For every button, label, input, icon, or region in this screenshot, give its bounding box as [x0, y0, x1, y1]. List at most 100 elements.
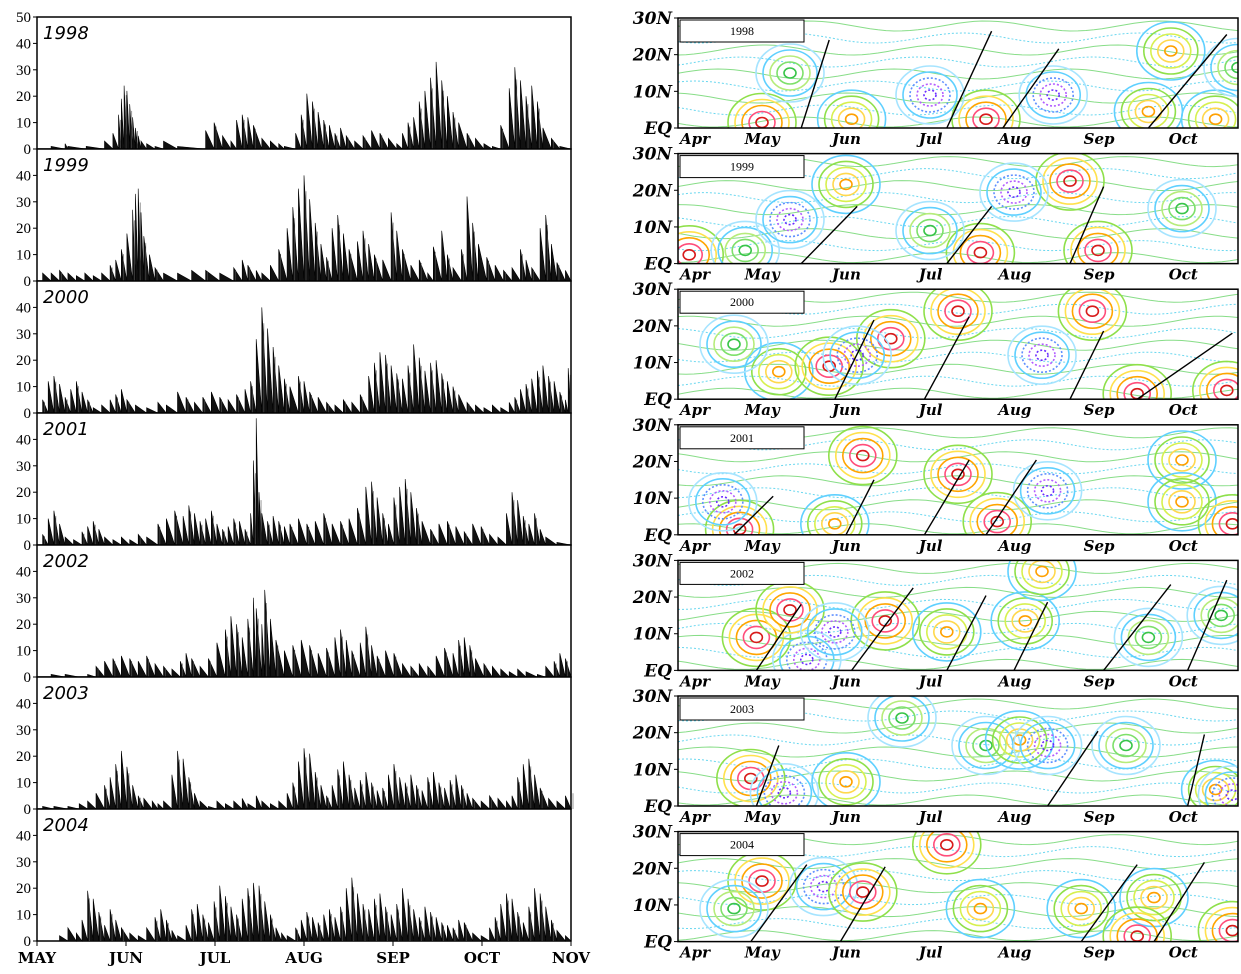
x-tick-label: MAY [18, 949, 56, 967]
y-tick-label: 20 [16, 485, 31, 501]
contour-blob [1161, 442, 1203, 478]
contour-blob [939, 626, 954, 638]
x-tick-label: Sep [1084, 537, 1115, 555]
contour-blob [1201, 107, 1230, 128]
contour-blob [923, 224, 937, 237]
contour-blob [1213, 378, 1238, 400]
contour-blob [1021, 337, 1063, 374]
year-tag: 2000 [730, 295, 754, 309]
contour-blob [1063, 220, 1133, 264]
contour-blob [965, 727, 1007, 764]
contour-blob [973, 246, 988, 259]
y-tick-label: 20 [16, 617, 31, 633]
contour-blob [1225, 924, 1238, 937]
contour-blob [1175, 454, 1189, 466]
contour-blob [1040, 739, 1055, 752]
year-tag-box [679, 697, 805, 721]
contour-blob [1033, 733, 1062, 758]
year-panel-2002: 0 10 20 30 40 2002 [16, 544, 572, 686]
year-tag: 2001 [730, 431, 754, 445]
x-tick-label: OCT [464, 949, 501, 967]
contour-blob [788, 856, 859, 917]
year-panel-2004: 0 10 20 30 40 2004 [16, 808, 572, 950]
contour-blob [695, 477, 751, 526]
y-tick-label: 10N [633, 896, 674, 916]
propagation-line [839, 866, 886, 942]
contour-blob [731, 238, 759, 263]
x-tick-label: Jul [916, 944, 943, 962]
contour-blob [1049, 163, 1091, 199]
y-tick-label: 20 [16, 89, 31, 105]
contour-blob [755, 189, 825, 250]
rain-bars-1999 [37, 175, 572, 283]
contour-blob [713, 890, 755, 927]
x-tick-label: Oct [1169, 672, 1198, 690]
y-tick-label: 20 [16, 221, 31, 237]
contour-blob [945, 222, 1016, 264]
contour-blob [1028, 343, 1056, 368]
x-tick-label: Sep [1084, 130, 1115, 148]
contour-blob [1211, 777, 1238, 806]
contour-blob [944, 462, 972, 487]
panel-frame [677, 695, 1239, 807]
contour-blob [850, 349, 864, 362]
contour-blob [937, 456, 979, 493]
x-tick-label: Oct [1169, 401, 1198, 419]
contour-blob [959, 234, 1002, 264]
contour-blob [839, 178, 853, 191]
contour-blob [762, 195, 818, 244]
contour-blob [678, 225, 724, 264]
y-tick-label: 0 [24, 142, 32, 158]
contour-blob [839, 775, 853, 788]
year-panel-2003: 0 10 20 30 40 2003 [16, 676, 574, 818]
contour-blob [825, 763, 867, 800]
x-tick-label: Jun [829, 266, 861, 284]
contour-blob [979, 113, 993, 125]
x-tick-label: May [744, 944, 781, 962]
contour-blob [1197, 765, 1238, 806]
y-tick-label: 0 [24, 802, 32, 818]
y-tick-label: 20N [632, 724, 674, 744]
y-tick-label: 30N [633, 823, 674, 843]
contour-blob [1208, 113, 1223, 125]
propagation-line [1047, 730, 1099, 806]
contour-blob [1211, 912, 1238, 942]
contour-blob [902, 206, 958, 255]
y-tick-label: 30N [633, 551, 674, 571]
contour-blob [738, 244, 752, 257]
year-label: 2003 [43, 683, 89, 704]
contour-blob [699, 878, 769, 939]
contour-blob [871, 609, 900, 633]
y-tick-label: 10N [633, 218, 674, 238]
y-tick-label: EQ [643, 390, 672, 410]
contour-blob [1231, 61, 1238, 74]
x-tick-label: Aug [996, 130, 1031, 148]
contour-line [678, 116, 1238, 128]
contour-blob [1014, 331, 1070, 380]
y-tick-label: 50 [16, 10, 31, 26]
contour-blob [1206, 372, 1238, 400]
x-tick-label: Jun [829, 537, 861, 555]
contour-blob [997, 597, 1054, 645]
contour-blob [818, 160, 874, 209]
year-label: 2004 [43, 815, 89, 836]
x-tick-label: Jul [916, 130, 943, 148]
contour-blob [958, 95, 1014, 128]
y-tick-label: EQ [643, 255, 672, 275]
panel-frame [677, 17, 1239, 129]
contour-blob [1180, 759, 1238, 806]
y-tick-label: 0 [24, 274, 32, 290]
contour-blob [724, 232, 766, 264]
contour-blob [984, 710, 1055, 770]
x-tick-label: Oct [1169, 130, 1198, 148]
y-tick-label: 40 [16, 300, 31, 316]
panel-frame [36, 412, 572, 546]
y-tick-label: 30 [16, 855, 31, 871]
contour-blob [811, 752, 881, 806]
y-tick-label: 30 [16, 459, 31, 475]
contour-blob [825, 166, 867, 203]
propagation-line [1069, 330, 1105, 400]
contour-blob [923, 444, 993, 505]
contour-blob [762, 49, 818, 97]
propagation-line [755, 604, 802, 671]
